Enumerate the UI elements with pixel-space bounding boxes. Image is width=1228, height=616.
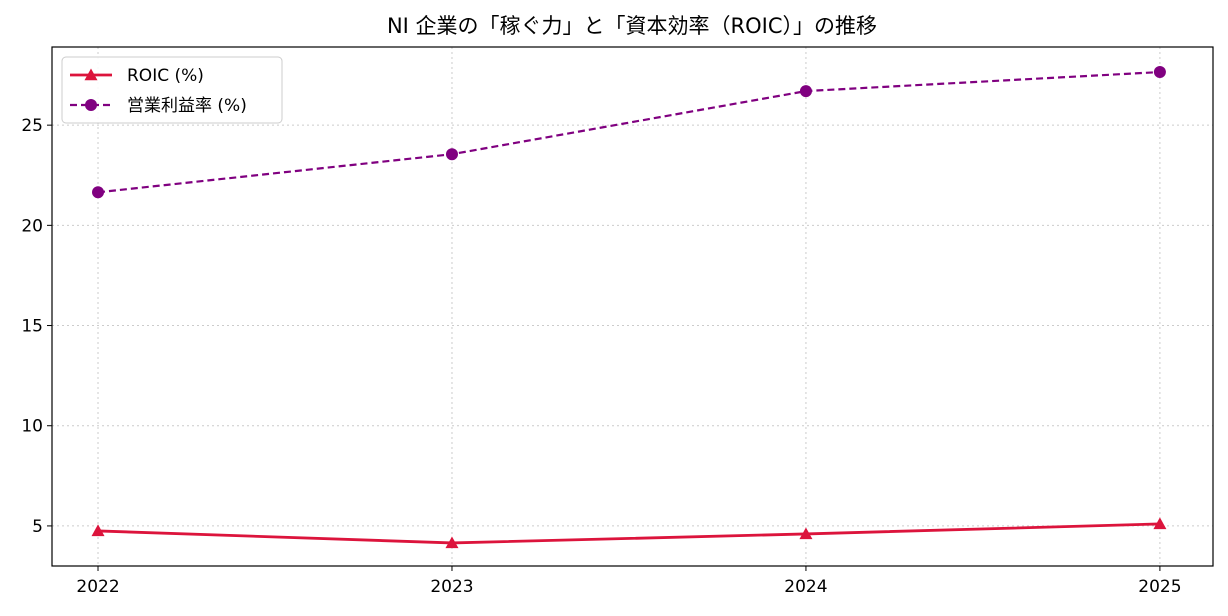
x-tick-label: 2022 <box>76 577 119 597</box>
series-line-0 <box>97 522 1160 545</box>
data-point <box>1153 66 1166 79</box>
y-tick-label: 25 <box>21 116 43 136</box>
y-tick-label: 20 <box>21 216 43 236</box>
plot-frame <box>51 46 1214 567</box>
data-point <box>445 536 459 549</box>
data-point <box>1153 517 1167 530</box>
y-tick-label: 15 <box>21 317 43 337</box>
x-tick-label: 2025 <box>1138 577 1181 597</box>
series-layer <box>91 66 1167 549</box>
chart-title: NI 企業の「稼ぐ力」と「資本効率（ROIC）」の推移 <box>387 14 877 38</box>
x-tick-label: 2023 <box>430 577 473 597</box>
y-tick-label: 10 <box>21 417 43 437</box>
legend-marker <box>84 68 98 81</box>
legend-label: ROIC (%) <box>127 66 204 86</box>
legend-marker <box>85 99 97 111</box>
legend: ROIC (%) 営業利益率 (%) <box>61 56 283 124</box>
y-tick-label: 5 <box>32 517 43 537</box>
series-line-1 <box>97 70 1160 194</box>
data-point <box>799 527 813 540</box>
grid <box>52 47 1213 566</box>
legend-box <box>61 56 283 124</box>
x-tick-label: 2024 <box>784 577 827 597</box>
data-point <box>445 148 458 161</box>
data-point <box>92 186 105 199</box>
data-point <box>91 524 105 537</box>
data-point <box>799 85 812 98</box>
legend-label: 営業利益率 (%) <box>127 96 247 116</box>
